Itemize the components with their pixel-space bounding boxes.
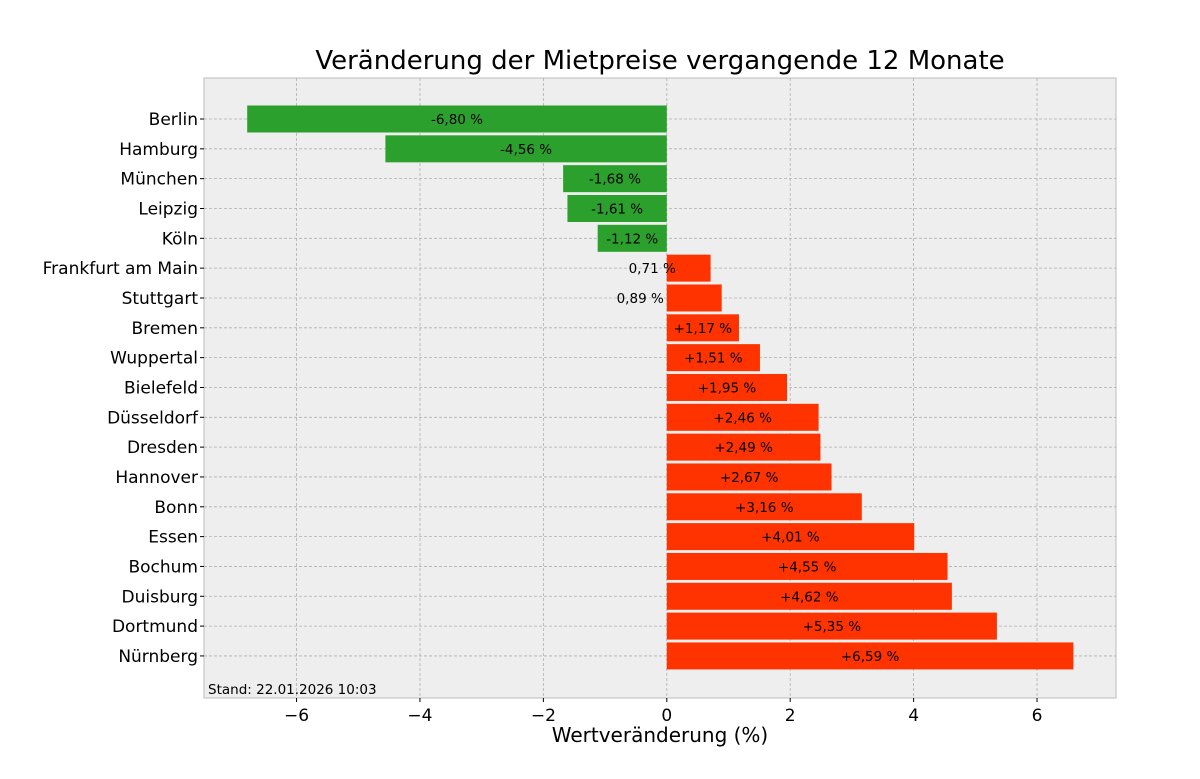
timestamp-annotation: Stand: 22.01.2026 10:03: [208, 682, 377, 698]
y-tick-label: Dresden: [127, 438, 198, 458]
bar: [385, 135, 667, 163]
y-tick-label: Hannover: [115, 468, 198, 488]
bar: [666, 582, 952, 610]
y-tick-label: Frankfurt am Main: [43, 259, 198, 279]
y-tick-label: München: [120, 170, 198, 190]
data-label: +4,55 %: [778, 559, 837, 575]
y-tick-label: Düsseldorf: [107, 408, 199, 428]
data-label: +6,59 %: [841, 649, 900, 665]
bar: [666, 493, 862, 521]
chart-title: Veränderung der Mietpreise vergangende 1…: [315, 46, 1004, 76]
y-tick-label: Dortmund: [112, 617, 198, 637]
data-label: +4,01 %: [761, 530, 820, 546]
y-tick-label: Hamburg: [119, 140, 198, 160]
bar: [597, 224, 667, 252]
y-tick-label: Bremen: [131, 319, 198, 339]
y-tick-label: Nürnberg: [118, 647, 198, 667]
y-tick-label: Leipzig: [138, 199, 198, 219]
data-label: +5,35 %: [803, 619, 862, 635]
bar: [666, 344, 760, 372]
y-tick-label: Duisburg: [122, 587, 199, 607]
bar: [247, 105, 667, 133]
data-label: +1,51 %: [684, 351, 743, 367]
bar: [666, 433, 821, 461]
bar: [666, 314, 739, 342]
y-tick-label: Berlin: [149, 110, 198, 130]
data-label: +2,67 %: [720, 470, 779, 486]
data-label: -1,61 %: [591, 201, 643, 217]
y-tick-label: Stuttgart: [122, 289, 199, 309]
bar: [666, 463, 832, 491]
data-label: -1,12 %: [606, 231, 658, 247]
x-tick-label: −2: [531, 706, 556, 726]
x-tick-label: 2: [785, 706, 796, 726]
data-label: +1,95 %: [698, 380, 757, 396]
data-label: -1,68 %: [589, 172, 641, 188]
data-labels: -6,80 % -4,56 % -1,68 % -1,61 % -1,12 % 0,71 …: [431, 112, 900, 665]
bar: [666, 373, 788, 401]
x-tick-labels: −6 −4 −2 0 2 4 6: [284, 706, 1042, 726]
bar: [666, 612, 997, 640]
bar: [666, 403, 819, 431]
bar: [666, 642, 1074, 670]
x-tick-label: 4: [908, 706, 919, 726]
bars: [247, 105, 1074, 670]
data-label: +2,49 %: [714, 440, 773, 456]
y-tick-labels: Berlin Hamburg München Leipzig Köln Frankfurt…: [43, 110, 199, 667]
y-tick-label: Bonn: [154, 498, 198, 518]
y-tick-label: Bochum: [128, 557, 198, 577]
data-label: +2,46 %: [713, 410, 772, 426]
y-tick-label: Wuppertal: [110, 349, 198, 369]
x-tick-label: 6: [1032, 706, 1043, 726]
data-label: +1,17 %: [674, 321, 733, 337]
data-label: 0,89 %: [617, 291, 664, 307]
bar: [666, 254, 711, 282]
y-tick-label: Bielefeld: [124, 378, 198, 398]
x-tick-label: −4: [407, 706, 432, 726]
x-axis-label: Wertveränderung (%): [552, 723, 769, 747]
x-tick-label: 0: [661, 706, 672, 726]
data-label: +3,16 %: [735, 500, 794, 516]
data-label: 0,71 %: [629, 261, 676, 277]
data-label: +4,62 %: [780, 589, 839, 605]
x-tick-label: −6: [284, 706, 309, 726]
bar: [563, 165, 667, 193]
y-tick-label: Köln: [162, 229, 198, 249]
bar: [567, 194, 667, 222]
data-label: -6,80 %: [431, 112, 483, 128]
bar: [666, 284, 722, 312]
y-tick-label: Essen: [148, 528, 198, 548]
bar: [666, 552, 948, 580]
bar: [666, 523, 915, 551]
data-label: -4,56 %: [500, 142, 552, 158]
